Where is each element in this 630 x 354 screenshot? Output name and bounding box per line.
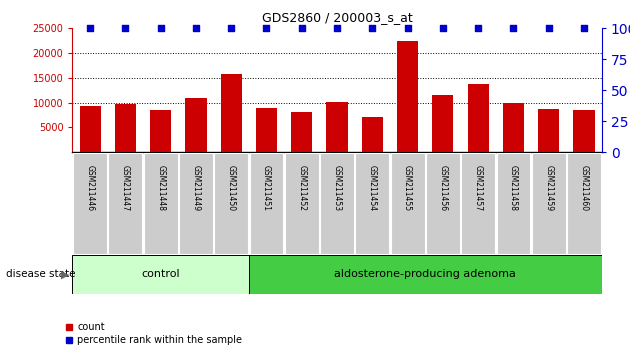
Bar — [362, 116, 383, 152]
Text: ▶: ▶ — [61, 269, 69, 279]
Text: GSM211456: GSM211456 — [438, 165, 447, 211]
Bar — [249, 153, 284, 254]
Text: GSM211455: GSM211455 — [403, 165, 412, 211]
Bar — [532, 153, 566, 254]
Text: GSM211449: GSM211449 — [192, 165, 200, 211]
Bar — [73, 153, 107, 254]
Bar — [467, 84, 489, 152]
Bar — [496, 153, 530, 254]
Text: GSM211457: GSM211457 — [474, 165, 483, 211]
Point — [297, 25, 307, 31]
Text: control: control — [141, 269, 180, 279]
Point — [332, 25, 342, 31]
Text: GSM211448: GSM211448 — [156, 165, 165, 211]
Bar — [108, 153, 142, 254]
Bar — [503, 103, 524, 152]
Bar — [567, 153, 601, 254]
Bar — [249, 255, 602, 294]
Text: GSM211454: GSM211454 — [368, 165, 377, 211]
Text: GSM211447: GSM211447 — [121, 165, 130, 211]
Text: GSM211459: GSM211459 — [544, 165, 553, 211]
Text: GSM211450: GSM211450 — [227, 165, 236, 211]
Text: GSM211458: GSM211458 — [509, 165, 518, 211]
Bar — [461, 153, 495, 254]
Text: GSM211451: GSM211451 — [262, 165, 271, 211]
Bar — [214, 153, 248, 254]
Point — [579, 25, 589, 31]
Point — [120, 25, 130, 31]
Point — [473, 25, 483, 31]
Point — [367, 25, 377, 31]
Bar — [79, 105, 101, 152]
Bar — [326, 102, 348, 152]
Point — [544, 25, 554, 31]
Bar — [291, 112, 312, 152]
Text: GSM211446: GSM211446 — [86, 165, 94, 211]
Bar — [220, 74, 242, 152]
Text: GSM211453: GSM211453 — [333, 165, 341, 211]
Point — [226, 25, 236, 31]
Text: aldosterone-producing adenoma: aldosterone-producing adenoma — [335, 269, 516, 279]
Text: GSM211460: GSM211460 — [580, 165, 588, 211]
Bar — [573, 110, 595, 152]
Bar — [144, 153, 178, 254]
Text: GDS2860 / 200003_s_at: GDS2860 / 200003_s_at — [261, 11, 413, 24]
Point — [85, 25, 95, 31]
Bar — [355, 153, 389, 254]
Bar — [391, 153, 425, 254]
Bar — [150, 110, 171, 152]
Point — [508, 25, 518, 31]
Bar — [72, 255, 249, 294]
Bar — [179, 153, 213, 254]
Point — [261, 25, 272, 31]
Text: GSM211452: GSM211452 — [297, 165, 306, 211]
Bar — [397, 41, 418, 152]
Bar — [432, 95, 454, 152]
Bar — [256, 108, 277, 152]
Bar — [285, 153, 319, 254]
Legend: count, percentile rank within the sample: count, percentile rank within the sample — [62, 319, 246, 349]
Bar — [185, 98, 207, 152]
Point — [403, 25, 413, 31]
Bar — [426, 153, 460, 254]
Text: disease state: disease state — [6, 269, 76, 279]
Point — [156, 25, 166, 31]
Bar — [320, 153, 354, 254]
Bar — [115, 104, 136, 152]
Point — [438, 25, 448, 31]
Point — [191, 25, 201, 31]
Bar — [538, 109, 559, 152]
